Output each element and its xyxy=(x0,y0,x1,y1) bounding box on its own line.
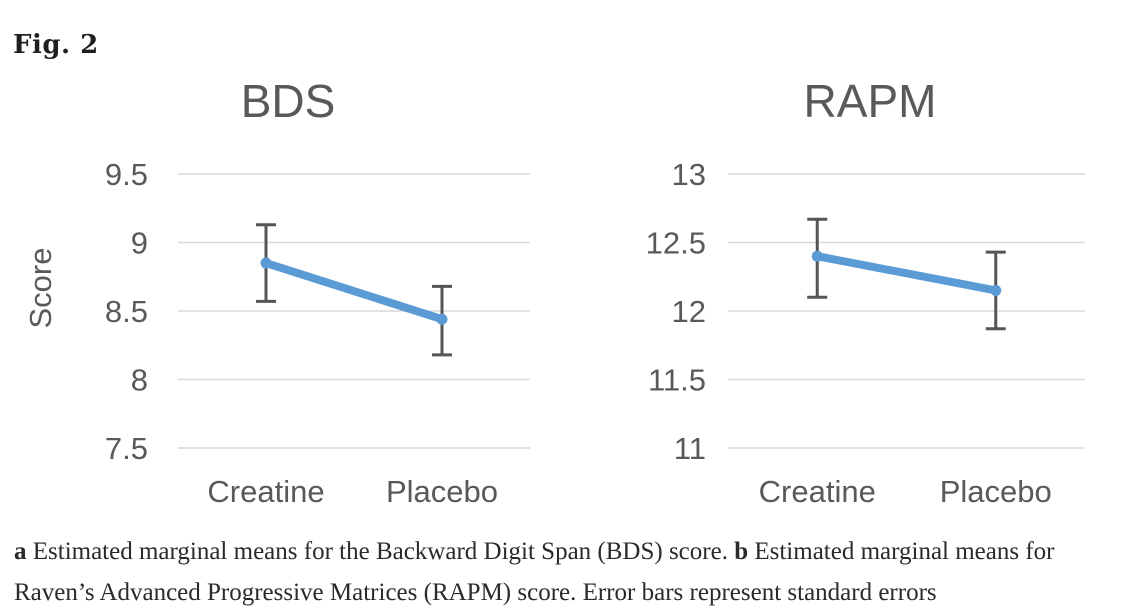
data-point xyxy=(990,284,1002,296)
x-category-label: Placebo xyxy=(940,474,1052,509)
data-point xyxy=(811,250,823,262)
y-tick-label: 9 xyxy=(131,226,148,261)
figure-label: Fig. 2 xyxy=(13,30,99,60)
y-tick-label: 8.5 xyxy=(105,294,148,329)
caption-part-b-label: b xyxy=(734,538,749,565)
y-tick-label: 11.5 xyxy=(648,363,706,398)
y-axis-title: Score xyxy=(23,248,58,329)
caption-part-b-text: Estimated marginal means for Raven’s Adv… xyxy=(14,538,1055,606)
y-tick-label: 7.5 xyxy=(105,431,148,466)
y-tick-label: 12 xyxy=(672,294,706,329)
data-line xyxy=(262,259,446,324)
caption-part-a-text: Estimated marginal means for the Backwar… xyxy=(26,538,735,565)
caption-part-a-label: a xyxy=(14,538,27,565)
chart-title: RAPM xyxy=(804,75,937,127)
chart-title: BDS xyxy=(241,75,336,127)
x-category-label: Creatine xyxy=(759,474,876,509)
data-point xyxy=(260,257,272,269)
y-tick-label: 11 xyxy=(674,431,706,466)
y-tick-label: 13 xyxy=(672,157,706,192)
charts-canvas: 9.5 9 8.5 8 7.5 Creatine Placebo BDS Score 13 12.5… xyxy=(23,75,1085,509)
data-line xyxy=(813,252,1000,295)
y-tick-label: 9.5 xyxy=(105,157,148,192)
data-point xyxy=(436,313,448,325)
x-category-label: Placebo xyxy=(386,474,498,509)
y-tick-label: 8 xyxy=(131,363,148,398)
y-tick-label: 12.5 xyxy=(646,226,706,261)
figure-caption: a Estimated marginal means for the Backw… xyxy=(14,531,1104,613)
x-category-label: Creatine xyxy=(207,474,324,509)
